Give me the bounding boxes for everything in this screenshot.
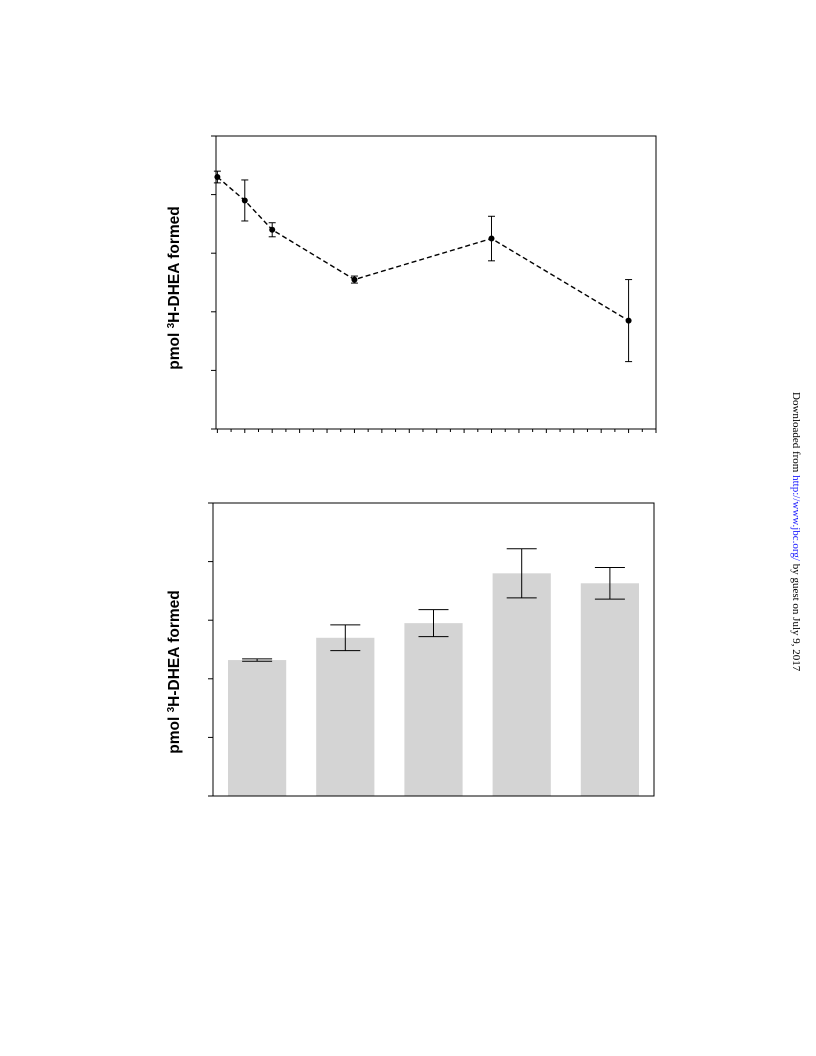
data-point — [625, 317, 632, 324]
bar-chart-y-axis-label: pmol 3H-DHEA formed — [166, 590, 183, 753]
bar — [492, 573, 551, 796]
line-series — [216, 176, 629, 322]
bar-chart-error-bars — [242, 548, 625, 662]
bar — [580, 583, 640, 796]
line-chart-x-ticks — [216, 429, 657, 433]
line-chart-error-bars — [213, 170, 633, 363]
line-chart-y-axis-label: pmol 3H-DHEA formed — [166, 206, 183, 369]
line-chart-points — [214, 174, 632, 324]
bar-chart-y-ticks — [208, 502, 213, 797]
bar — [404, 623, 463, 796]
bar — [316, 637, 375, 796]
bar-chart-bars — [227, 573, 640, 796]
watermark-link[interactable]: http://www.jbc.org/ — [790, 475, 802, 561]
line-chart-frame — [215, 135, 657, 430]
data-point — [214, 174, 221, 181]
watermark-prefix: Downloaded from — [790, 392, 802, 476]
bar-chart-frame — [212, 502, 655, 797]
line-chart-y-ticks — [211, 135, 216, 430]
bar — [227, 660, 287, 796]
line-chart: pmol 3H-DHEA formed — [166, 135, 657, 433]
bar-chart: pmol 3H-DHEA formed — [166, 502, 655, 797]
data-point — [241, 197, 248, 204]
data-point — [269, 226, 276, 233]
data-point — [488, 235, 495, 242]
watermark-suffix: by guest on July 9, 2017 — [790, 560, 802, 672]
data-point — [351, 276, 358, 283]
download-watermark: Downloaded from http://www.jbc.org/ by g… — [790, 392, 802, 671]
